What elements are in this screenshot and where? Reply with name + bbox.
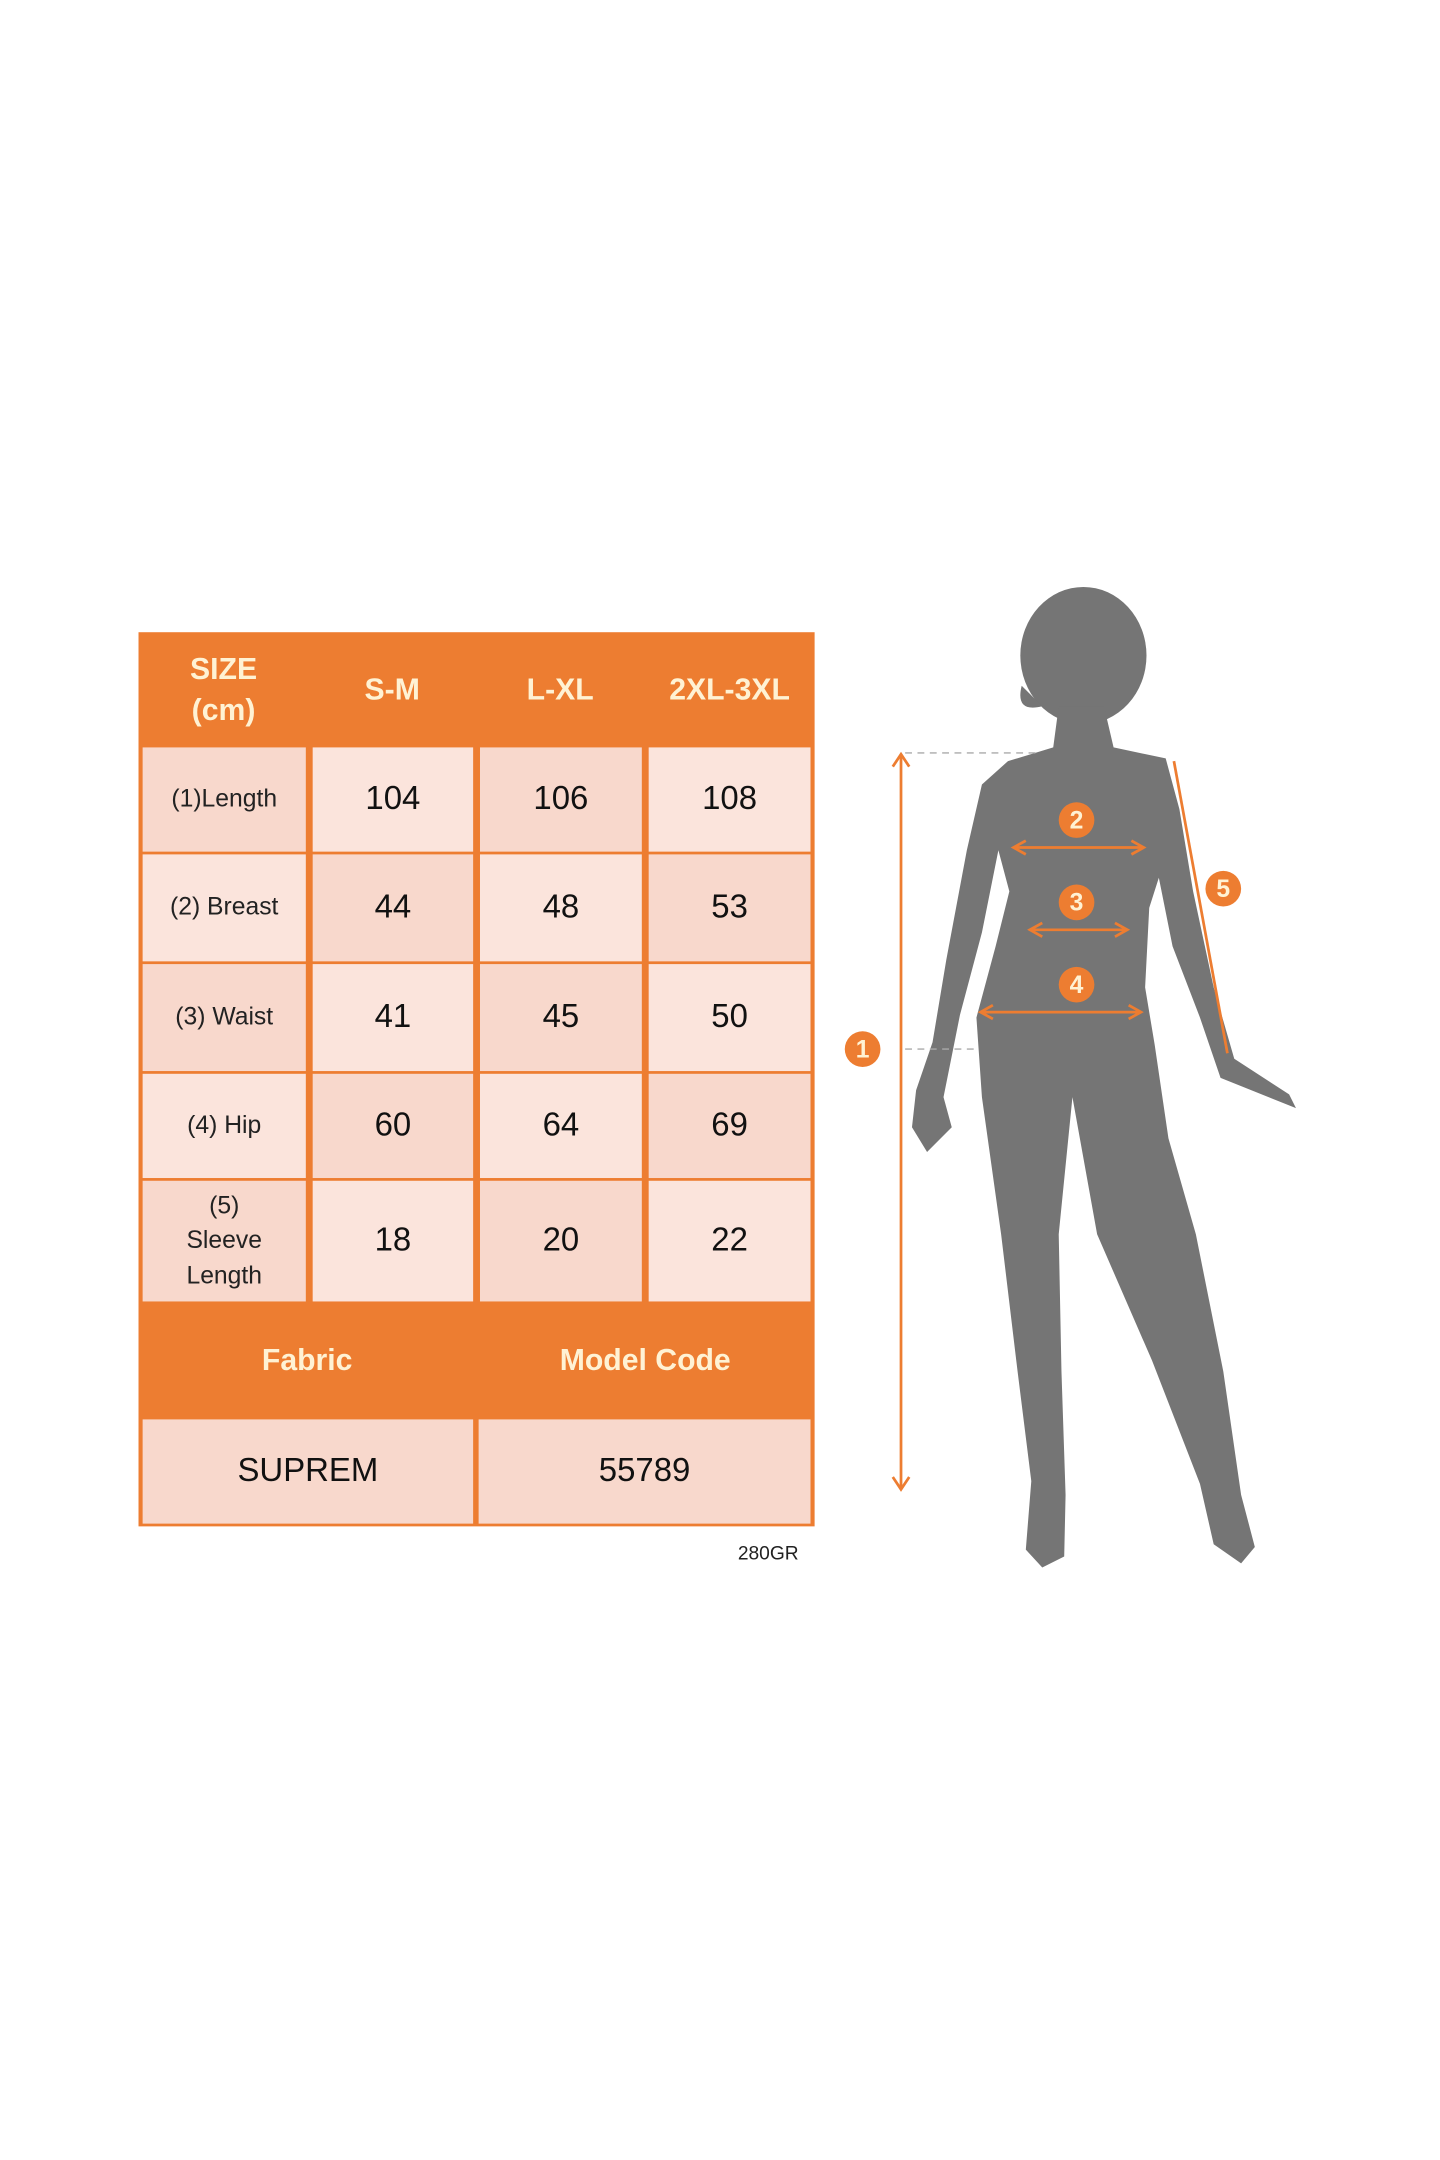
marker-4: 4 — [1058, 966, 1095, 1003]
size-value-cell: 60 — [312, 1073, 474, 1179]
header-s-m: S-M — [364, 672, 420, 707]
size-value-cell: 108 — [648, 747, 811, 852]
marker-3: 3 — [1058, 884, 1095, 921]
size-value-cell: 18 — [312, 1180, 474, 1302]
size-value-cell: 41 — [312, 964, 474, 1072]
model-code-value: 55789 — [478, 1419, 811, 1524]
header-size-label: SIZE — [190, 651, 258, 687]
svg-text:5: 5 — [1216, 876, 1230, 903]
size-value-cell: 45 — [479, 964, 642, 1072]
size-value-cell: 22 — [648, 1180, 811, 1302]
svg-text:3: 3 — [1070, 890, 1084, 917]
weight-code: 280GR — [737, 1541, 799, 1564]
model-code-header: Model Code — [559, 1342, 731, 1378]
size-value-cell: 53 — [648, 854, 811, 962]
marker-2: 2 — [1058, 802, 1095, 838]
fabric-value: SUPREM — [142, 1419, 474, 1524]
silhouette — [911, 586, 1296, 1568]
row-label: (5) Sleeve Length — [142, 1180, 306, 1302]
svg-text:4: 4 — [1070, 972, 1084, 999]
svg-text:2: 2 — [1070, 807, 1084, 834]
size-value-cell: 48 — [479, 854, 642, 962]
size-value-cell: 69 — [648, 1073, 811, 1179]
row-label: (1)Length — [142, 747, 306, 852]
size-value-cell: 64 — [479, 1073, 642, 1179]
svg-text:1: 1 — [856, 1036, 870, 1063]
fabric-header: Fabric — [261, 1342, 353, 1378]
size-value-cell: 20 — [479, 1180, 642, 1302]
marker-1: 1 — [844, 1031, 881, 1067]
size-value-cell: 106 — [479, 747, 642, 852]
sleeve-arrow — [1172, 760, 1229, 1054]
size-value-cell: 44 — [312, 854, 474, 962]
size-value-cell: 104 — [312, 747, 474, 852]
header-unit-label: (cm) — [191, 692, 256, 727]
row-label: (4) Hip — [142, 1073, 306, 1179]
marker-5: 5 — [1205, 870, 1242, 907]
header-size: SIZE (cm) — [139, 632, 309, 747]
row-label: (2) Breast — [142, 854, 306, 962]
size-table: SIZE (cm) S-M L-XL 2XL-3XL (1)Length 104 1… — [138, 632, 815, 1527]
silhouette-body — [911, 706, 1296, 1568]
row-label: (3) Waist — [142, 964, 306, 1072]
header-l-xl: L-XL — [526, 672, 594, 707]
header-2xl-3xl: 2XL-3XL — [669, 672, 790, 707]
size-value-cell: 50 — [648, 964, 811, 1072]
silhouette-head — [1020, 586, 1147, 725]
